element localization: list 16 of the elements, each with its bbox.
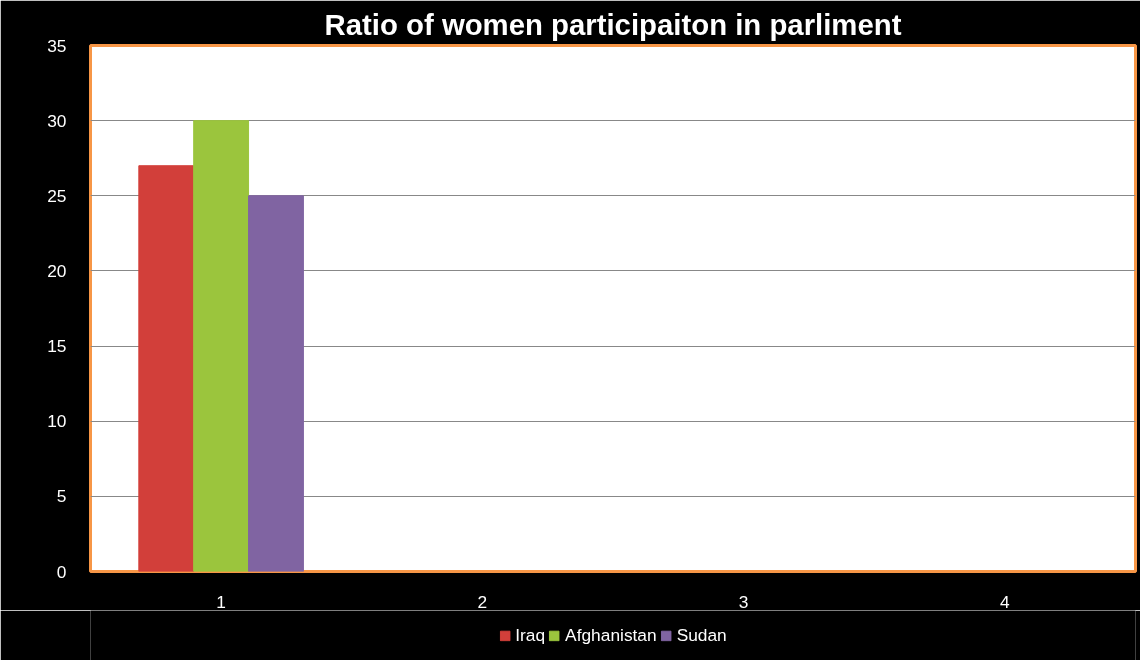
y-tick-label: 15 xyxy=(47,336,67,357)
y-tick-label: 35 xyxy=(47,35,67,56)
legend-label: Iraq xyxy=(515,624,546,646)
y-tick-label: 30 xyxy=(47,110,67,131)
x-tick-label: 2 xyxy=(477,591,488,612)
chart-title: Ratio of women participaiton in parliment xyxy=(324,7,902,41)
y-tick-label: 25 xyxy=(47,185,67,206)
legend-label: Afghanistan xyxy=(565,624,657,646)
x-tick-label: 4 xyxy=(1000,591,1011,612)
y-tick-label: 5 xyxy=(56,486,67,507)
x-tick-label: 1 xyxy=(216,591,226,612)
y-tick-label: 10 xyxy=(47,411,67,432)
x-tick-label: 3 xyxy=(738,591,749,612)
legend-label: Sudan xyxy=(676,624,727,646)
y-tick-label: 0 xyxy=(56,561,67,582)
y-tick-label: 20 xyxy=(47,260,67,281)
